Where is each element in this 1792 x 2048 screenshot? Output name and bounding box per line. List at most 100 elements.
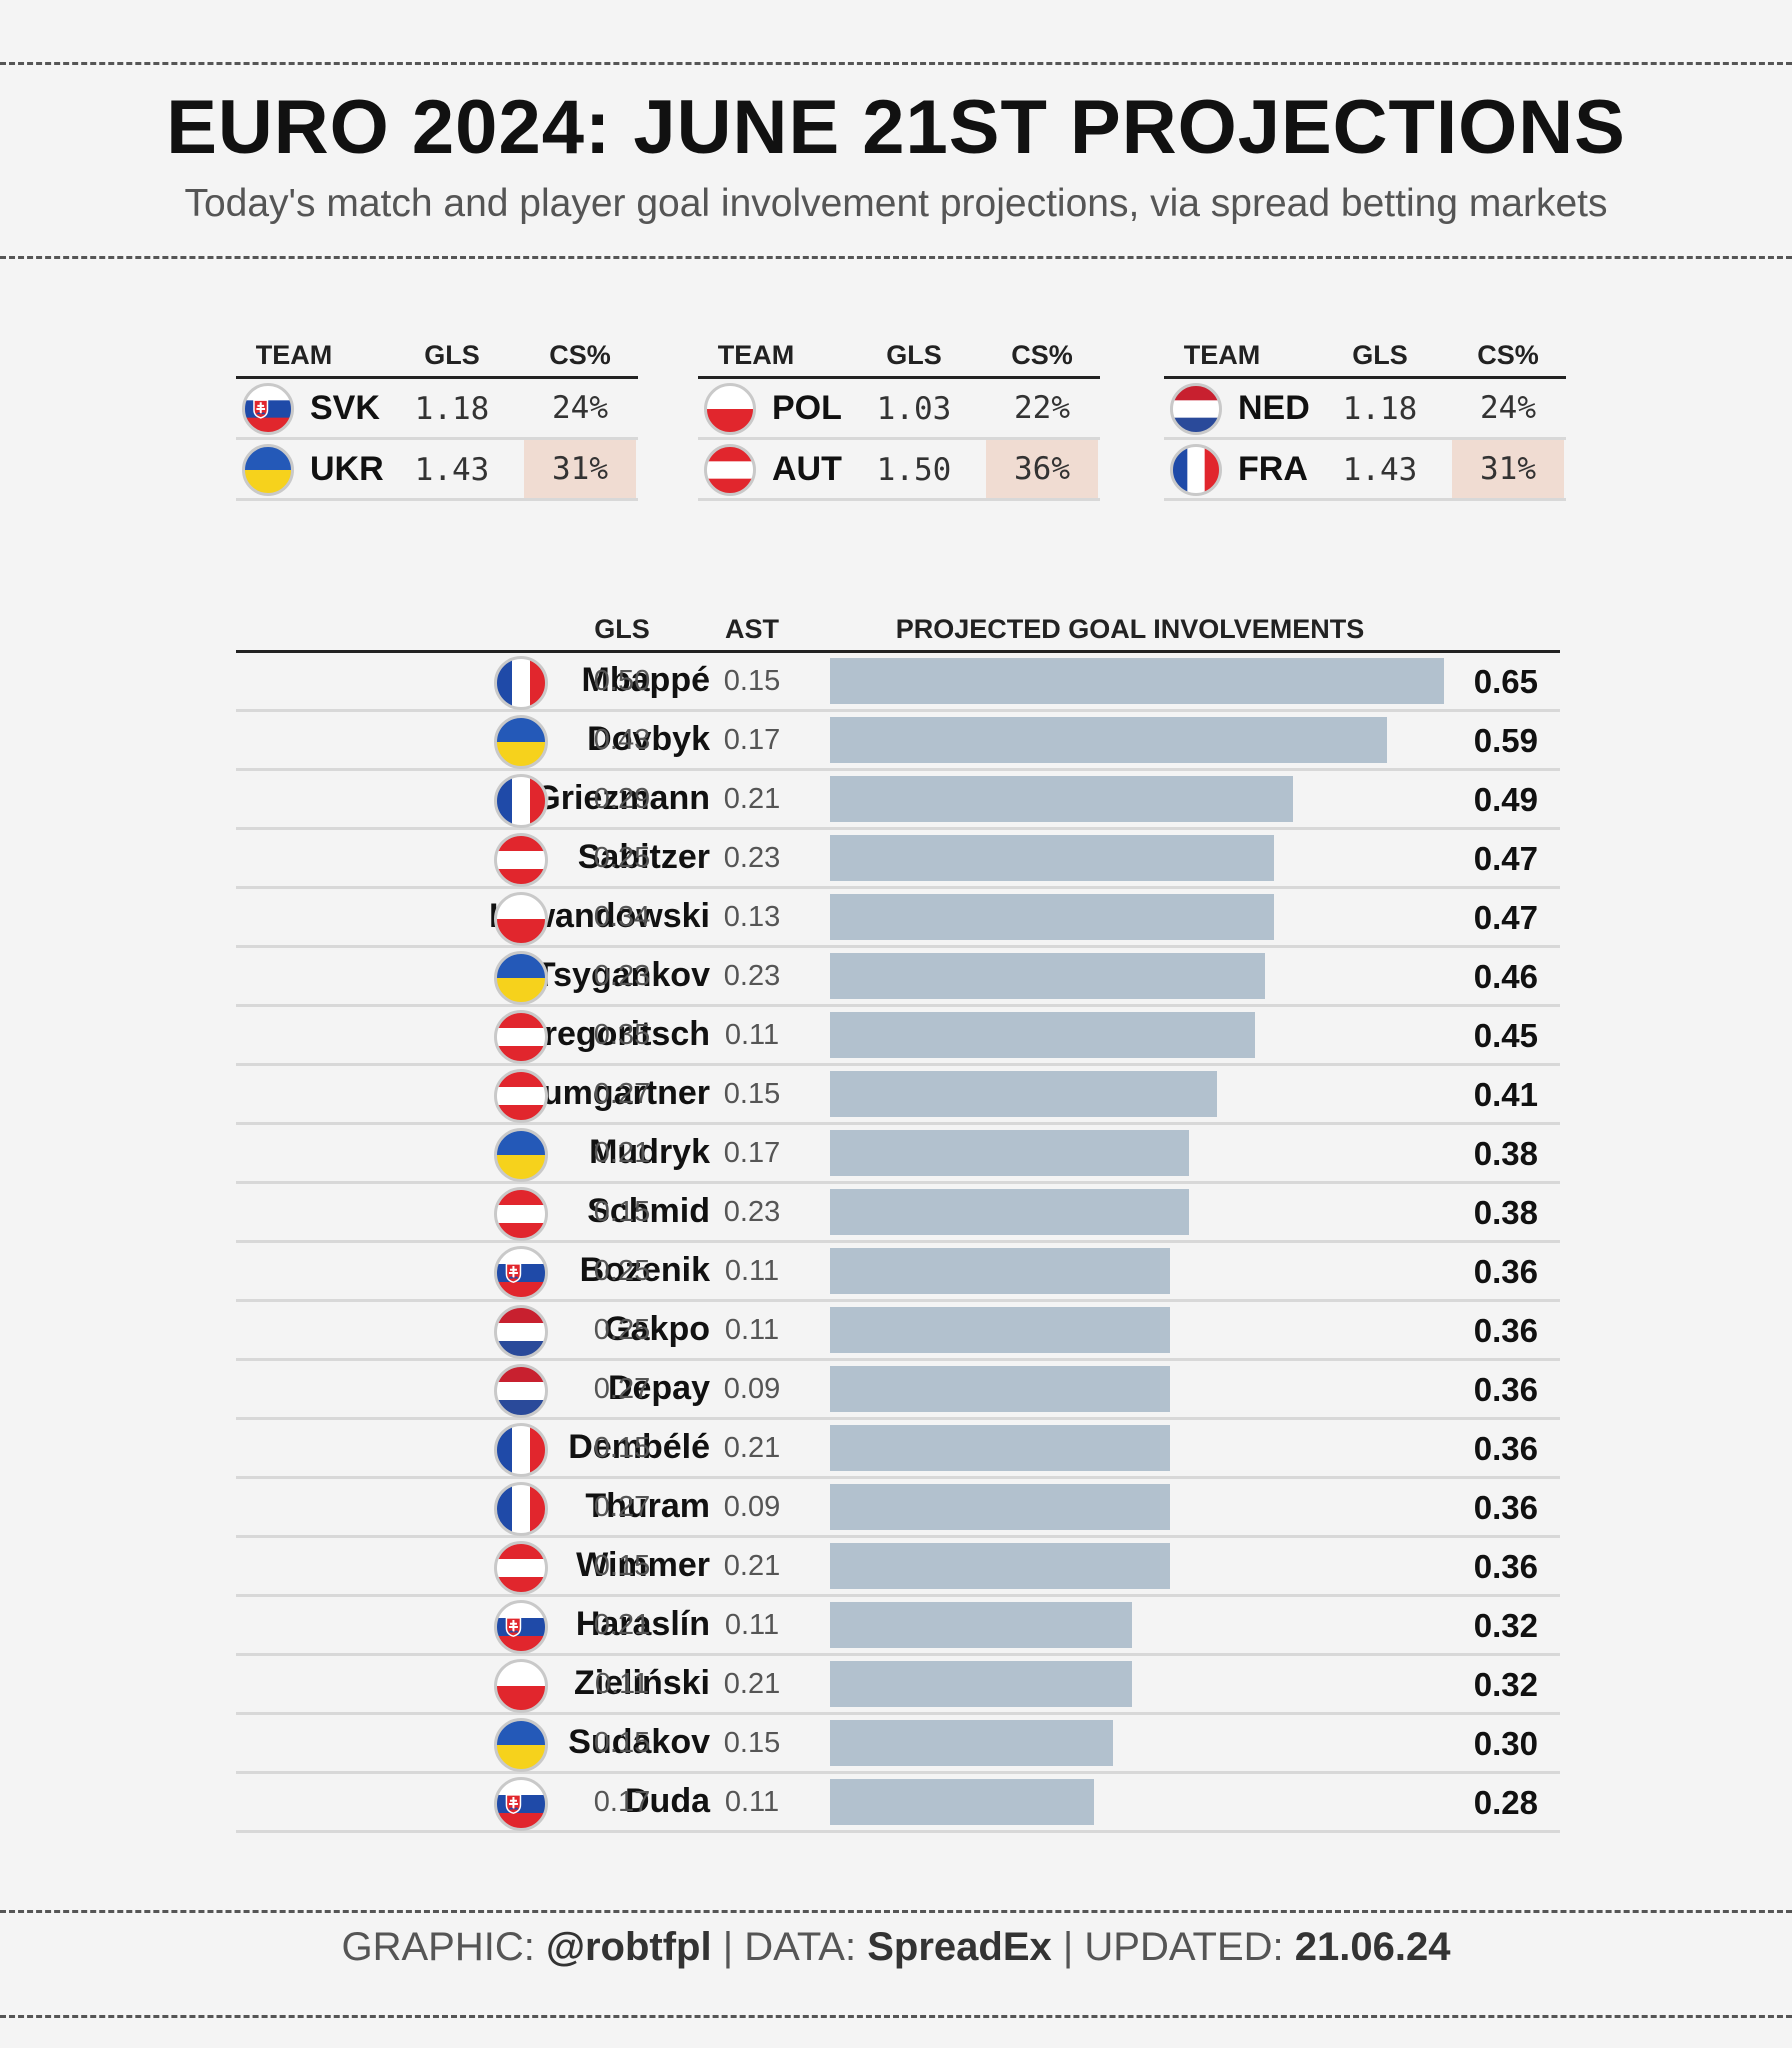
goal-involvement-value: 0.36 bbox=[1473, 1430, 1538, 1467]
goal-involvement-bar bbox=[830, 1543, 1171, 1589]
team-code: NED bbox=[1238, 389, 1310, 427]
goal-involvement-value: 0.38 bbox=[1473, 1194, 1538, 1231]
player-assists: 0.15 bbox=[723, 1078, 781, 1110]
goal-involvement-bar bbox=[830, 776, 1293, 822]
player-assists: 0.21 bbox=[723, 783, 781, 815]
player-name: Griezmann bbox=[534, 779, 710, 817]
gls-column-header: GLS bbox=[886, 340, 942, 370]
player-name: Dovbyk bbox=[587, 720, 710, 758]
player-goals: 0.29 bbox=[593, 783, 651, 815]
player-name: Mbappé bbox=[581, 661, 710, 699]
updated-date: 21.06.24 bbox=[1294, 1925, 1451, 1969]
player-goals: 0.15 bbox=[593, 1432, 651, 1464]
goal-involvement-bar bbox=[830, 1366, 1171, 1412]
austria-flag-icon bbox=[494, 1187, 548, 1246]
ukraine-flag-icon bbox=[494, 715, 548, 774]
graphic-author: @robtfpl bbox=[545, 1925, 712, 1969]
player-name: Gakpo bbox=[604, 1310, 710, 1348]
goal-involvement-bar bbox=[830, 1248, 1171, 1294]
player-name: Thuram bbox=[585, 1487, 710, 1525]
goal-involvement-value: 0.36 bbox=[1473, 1253, 1538, 1290]
poland-flag-icon bbox=[704, 383, 756, 440]
france-flag-icon bbox=[494, 1482, 548, 1541]
player-name: Gregoritsch bbox=[517, 1015, 710, 1053]
france-flag-icon bbox=[494, 656, 548, 715]
footer-divider bbox=[0, 1910, 1792, 1913]
ukraine-flag-icon bbox=[242, 444, 294, 501]
team-goals: 1.18 bbox=[414, 391, 490, 427]
player-name: Sudakov bbox=[568, 1723, 710, 1761]
player-goals: 0.27 bbox=[593, 1373, 651, 1405]
player-name: Schmid bbox=[587, 1192, 710, 1230]
goal-involvement-bar bbox=[830, 1425, 1171, 1471]
team-row: POL 1.03 22% bbox=[698, 379, 1100, 440]
player-goals: 0.17 bbox=[593, 1786, 651, 1818]
player-assists: 0.23 bbox=[723, 960, 781, 992]
updated-label: UPDATED: bbox=[1084, 1925, 1284, 1969]
data-source: SpreadEx bbox=[867, 1925, 1052, 1969]
player-assists: 0.11 bbox=[724, 1786, 780, 1818]
austria-flag-icon bbox=[494, 833, 548, 892]
footer-separator: | bbox=[722, 1925, 734, 1969]
player-row: Wimmer 0.15 0.21 0.36 bbox=[236, 1538, 1560, 1597]
player-name: Mudryk bbox=[589, 1133, 710, 1171]
team-clean-sheet: 31% bbox=[1452, 440, 1564, 498]
player-row: Bozenik 0.25 0.11 0.36 bbox=[236, 1243, 1560, 1302]
cs-column-header: CS% bbox=[549, 340, 611, 370]
goal-involvement-bar bbox=[830, 717, 1388, 763]
team-goals: 1.43 bbox=[1342, 452, 1418, 488]
austria-flag-icon bbox=[704, 444, 756, 501]
match-table: TEAM GLS CS% POL 1.03 22% AUT 1.50 36% bbox=[698, 332, 1100, 501]
goal-involvement-value: 0.28 bbox=[1473, 1784, 1538, 1821]
player-assists: 0.09 bbox=[723, 1491, 781, 1523]
player-goals: 0.25 bbox=[593, 1255, 651, 1287]
netherlands-flag-icon bbox=[1170, 383, 1222, 440]
footer-separator: | bbox=[1062, 1925, 1074, 1969]
team-column-header: TEAM bbox=[255, 340, 333, 370]
graphic-label: GRAPHIC: bbox=[341, 1925, 535, 1969]
player-goals: 0.25 bbox=[593, 842, 651, 874]
player-goals: 0.21 bbox=[593, 1609, 651, 1641]
player-assists: 0.15 bbox=[723, 1727, 781, 1759]
team-code: UKR bbox=[310, 450, 384, 488]
ukraine-flag-icon bbox=[494, 1718, 548, 1777]
ast-column-header: AST bbox=[725, 614, 779, 644]
player-row: Duda 0.17 0.11 0.28 bbox=[236, 1774, 1560, 1833]
goal-involvement-value: 0.49 bbox=[1473, 781, 1538, 818]
player-goals: 0.35 bbox=[593, 1019, 651, 1051]
team-code: POL bbox=[772, 389, 842, 427]
player-goals: 0.43 bbox=[593, 724, 651, 756]
cs-column-header: CS% bbox=[1477, 340, 1539, 370]
team-row: UKR 1.43 31% bbox=[236, 440, 638, 501]
goal-involvement-bar bbox=[830, 1012, 1256, 1058]
player-assists: 0.21 bbox=[723, 1432, 781, 1464]
goal-involvement-value: 0.47 bbox=[1473, 899, 1538, 936]
player-row: Griezmann 0.29 0.21 0.49 bbox=[236, 771, 1560, 830]
player-row: Gakpo 0.25 0.11 0.36 bbox=[236, 1302, 1560, 1361]
player-row: Dembélé 0.15 0.21 0.36 bbox=[236, 1420, 1560, 1479]
team-column-header: TEAM bbox=[717, 340, 795, 370]
slovakia-flag-icon bbox=[242, 383, 294, 440]
player-name: Wimmer bbox=[576, 1546, 710, 1584]
player-name: Zieliński bbox=[573, 1664, 710, 1702]
player-row: Zieliński 0.11 0.21 0.32 bbox=[236, 1656, 1560, 1715]
player-name: Sabitzer bbox=[577, 838, 710, 876]
goal-involvement-bar bbox=[830, 1779, 1095, 1825]
team-code: AUT bbox=[772, 450, 842, 488]
slovakia-flag-icon bbox=[494, 1600, 548, 1659]
goal-involvement-value: 0.59 bbox=[1473, 722, 1538, 759]
team-goals: 1.50 bbox=[876, 452, 952, 488]
team-clean-sheet: 24% bbox=[552, 390, 608, 426]
match-table-header: TEAM GLS CS% bbox=[236, 332, 638, 379]
goal-involvement-bar bbox=[830, 1189, 1189, 1235]
player-goals: 0.11 bbox=[594, 1668, 650, 1700]
goal-involvement-value: 0.41 bbox=[1473, 1076, 1538, 1113]
austria-flag-icon bbox=[494, 1010, 548, 1069]
cs-column-header: CS% bbox=[1011, 340, 1073, 370]
player-row: Depay 0.27 0.09 0.36 bbox=[236, 1361, 1560, 1420]
goal-involvement-bar bbox=[830, 1484, 1171, 1530]
player-goals: 0.34 bbox=[593, 901, 651, 933]
data-label: DATA: bbox=[744, 1925, 857, 1969]
match-table-header: TEAM GLS CS% bbox=[1164, 332, 1566, 379]
player-goals: 0.27 bbox=[593, 1491, 651, 1523]
